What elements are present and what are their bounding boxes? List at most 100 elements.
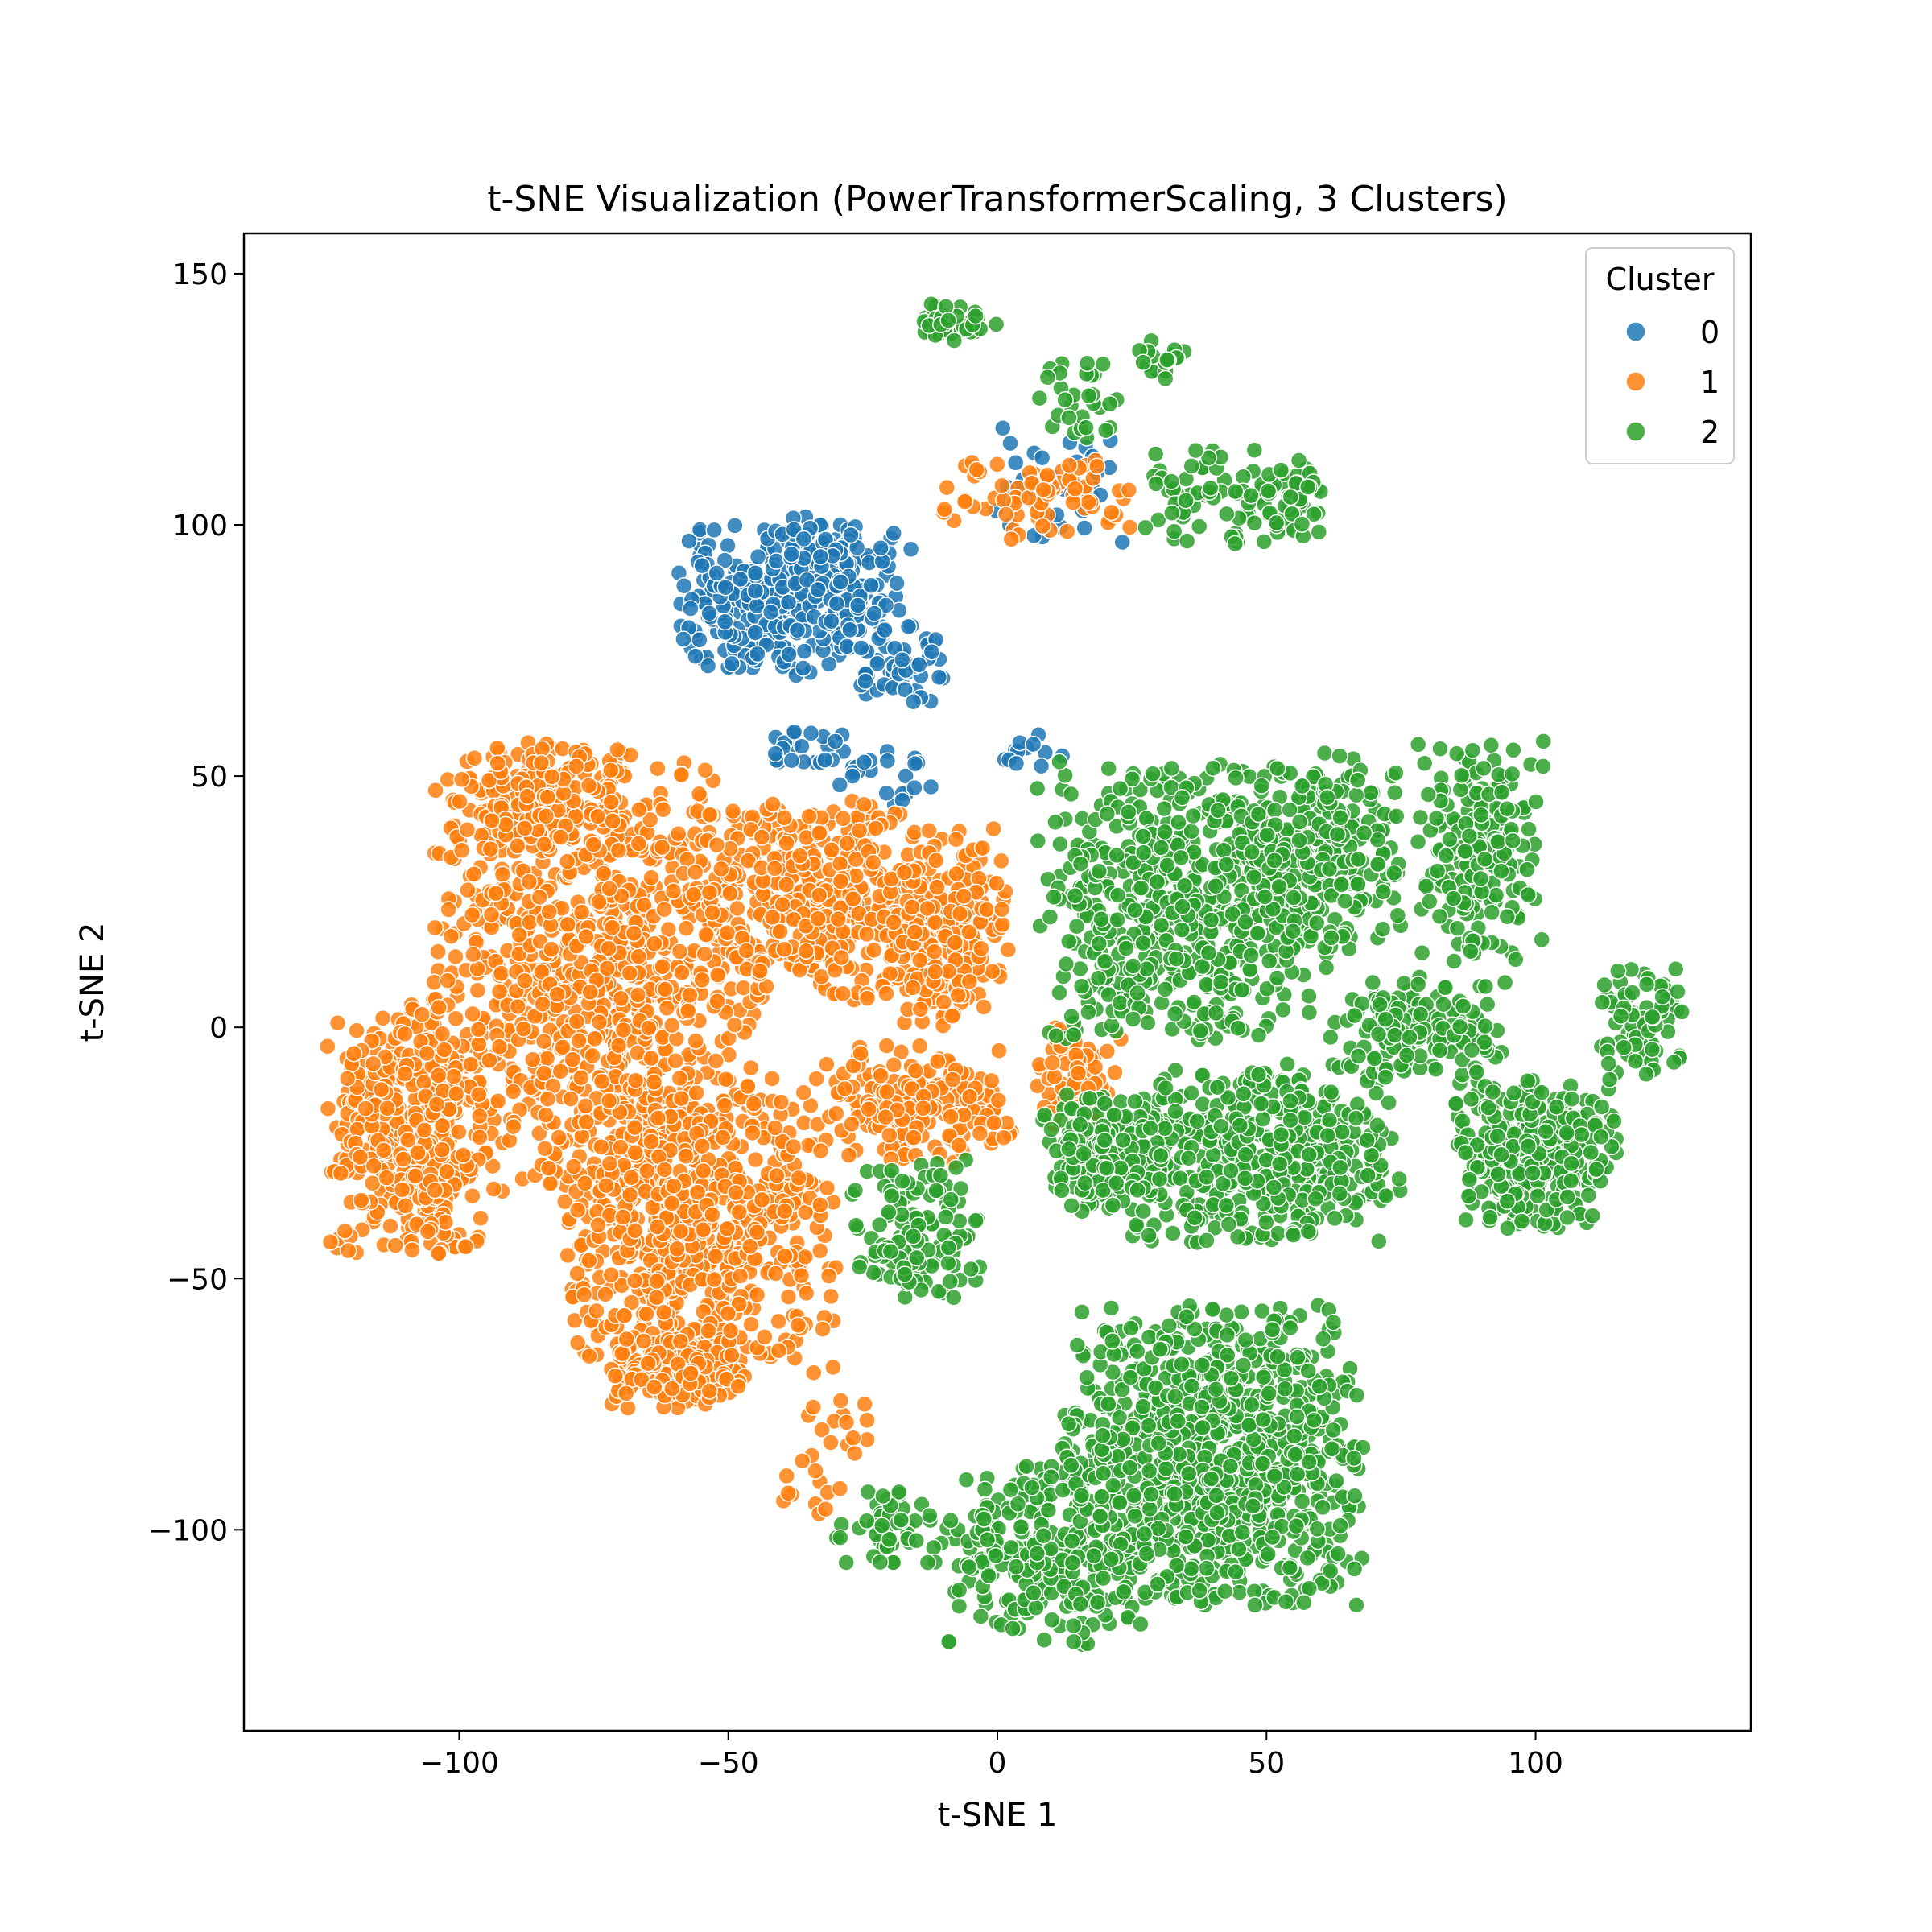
series-2-point xyxy=(1173,921,1191,939)
series-1-point xyxy=(539,788,556,806)
series-1-point xyxy=(459,881,477,899)
series-2-point xyxy=(1249,924,1267,943)
series-2-point xyxy=(1204,759,1222,777)
series-1-point xyxy=(956,493,974,510)
series-1-point xyxy=(471,1129,489,1146)
series-2-point xyxy=(1029,832,1047,850)
series-1-point xyxy=(730,1203,748,1221)
series-2-point xyxy=(1111,994,1129,1012)
series-2-point xyxy=(1227,769,1245,787)
series-1-point xyxy=(708,993,726,1010)
series-1-point xyxy=(949,986,967,1005)
series-1-point xyxy=(700,806,719,824)
series-1-point xyxy=(811,824,828,842)
series-0-point xyxy=(795,642,813,660)
series-1-point xyxy=(810,886,828,904)
series-1-point xyxy=(906,1062,925,1080)
series-0-point xyxy=(872,539,890,557)
series-0-point xyxy=(682,600,700,617)
series-1-point xyxy=(559,915,577,934)
series-1-point xyxy=(464,945,482,964)
series-1-point xyxy=(534,995,551,1013)
series-1-point xyxy=(483,811,501,830)
series-1-point xyxy=(677,1147,695,1166)
series-2-point xyxy=(1274,1001,1292,1019)
series-1-point xyxy=(905,1129,923,1146)
series-1-point xyxy=(906,923,924,941)
series-0-point xyxy=(1001,434,1019,452)
series-2-point xyxy=(1066,887,1084,905)
series-1-point xyxy=(419,1223,437,1241)
series-2-point xyxy=(1108,910,1126,929)
series-1-point xyxy=(770,1312,787,1331)
series-1-point xyxy=(568,1265,586,1282)
series-1-point xyxy=(393,1181,411,1199)
series-1-point xyxy=(885,914,902,931)
series-1-point xyxy=(430,998,448,1017)
series-1-point xyxy=(541,1174,559,1192)
series-1-point xyxy=(669,824,687,843)
series-1-point xyxy=(807,1070,825,1088)
series-0-point xyxy=(1075,519,1093,537)
series-1-point xyxy=(778,1467,795,1485)
series-1-point xyxy=(625,924,643,943)
series-1-point xyxy=(487,884,505,902)
series-1-point xyxy=(642,1133,660,1151)
series-2-point xyxy=(1448,919,1467,937)
series-1-point xyxy=(646,935,663,953)
series-1-point xyxy=(997,506,1015,523)
series-2-point xyxy=(1417,877,1435,895)
series-1-point xyxy=(705,1270,724,1289)
series-1-point xyxy=(771,923,789,940)
series-1-point xyxy=(792,1266,811,1285)
series-2-point xyxy=(1411,808,1430,827)
series-2-point xyxy=(1090,935,1108,953)
scatter-points xyxy=(319,295,1690,1653)
series-1-point xyxy=(797,942,815,960)
series-1-point xyxy=(928,878,946,896)
series-1-point xyxy=(374,1009,392,1027)
series-0-point xyxy=(675,576,693,595)
series-2-point xyxy=(1245,868,1263,886)
series-1-point xyxy=(885,1056,903,1074)
series-2-point xyxy=(1533,931,1550,949)
series-2-point xyxy=(1152,916,1170,935)
series-1-point xyxy=(1098,1042,1117,1060)
series-1-point xyxy=(436,1213,455,1232)
series-1-point xyxy=(458,820,477,839)
series-1-point xyxy=(617,1385,635,1402)
series-2-point xyxy=(1472,869,1490,888)
series-1-point xyxy=(993,852,1010,870)
series-2-point xyxy=(1111,779,1129,798)
series-2-point xyxy=(1307,914,1326,932)
series-2-point xyxy=(1492,862,1510,880)
series-1-point xyxy=(642,1049,660,1067)
series-1-point xyxy=(438,1162,456,1181)
series-1-point xyxy=(504,1083,522,1100)
series-1-point xyxy=(1080,493,1097,511)
series-1-point xyxy=(590,1013,609,1031)
series-1-point xyxy=(775,940,793,958)
series-2-point xyxy=(1207,1004,1225,1022)
series-2-point xyxy=(1156,980,1174,998)
series-2-point xyxy=(1134,934,1152,952)
series-2-point xyxy=(1355,824,1373,842)
series-1-point xyxy=(685,886,703,904)
series-1-point xyxy=(687,1084,705,1102)
series-1-point xyxy=(766,1119,784,1137)
series-1-point xyxy=(742,1059,760,1077)
series-0-point xyxy=(699,657,717,675)
series-0-point xyxy=(831,776,849,794)
series-0-point xyxy=(795,659,812,677)
series-1-point xyxy=(601,1154,619,1173)
series-1-point xyxy=(648,1218,667,1236)
series-1-point xyxy=(595,865,613,882)
series-1-point xyxy=(396,1065,414,1083)
series-2-point xyxy=(1444,890,1463,907)
series-1-point xyxy=(818,1179,836,1197)
series-1-point xyxy=(943,1007,961,1025)
series-2-point xyxy=(1134,844,1153,861)
series-2-point xyxy=(1051,753,1068,771)
series-1-point xyxy=(426,1181,444,1199)
series-2-point xyxy=(1236,913,1254,931)
